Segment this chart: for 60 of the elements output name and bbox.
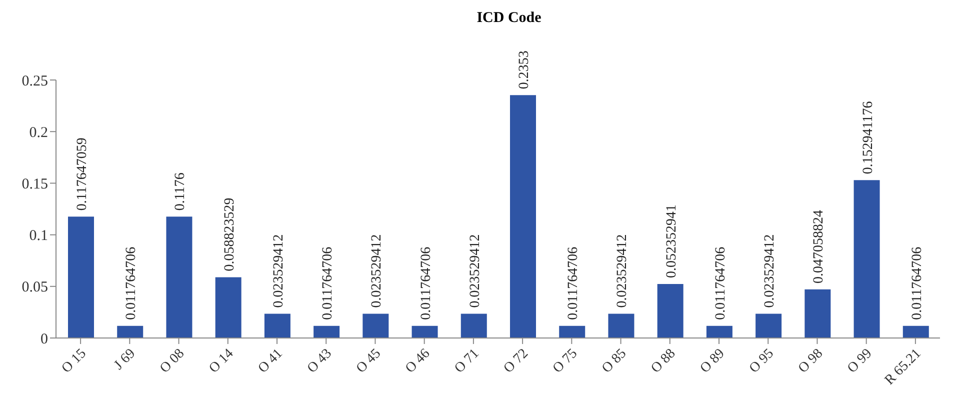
data-label: 0.023529412 [762,234,778,308]
bar [657,284,684,338]
data-label: 0.058823529 [222,198,238,272]
bar [264,314,290,338]
x-tick-label: O 75 [550,346,580,376]
bar [559,326,586,338]
x-tick-label: O 88 [648,346,679,376]
data-label: 0.152941176 [860,101,876,174]
bar [706,326,732,338]
x-tick-label: J 69 [112,346,138,374]
chart-title: ICD Code [476,9,542,28]
x-tick-label: O 99 [845,346,876,376]
bar [215,277,242,338]
data-label: 0.1176 [173,172,188,211]
data-label: 0.011764706 [124,246,140,320]
x-tick-label: O 71 [452,346,482,376]
data-label: 0.011764706 [910,246,925,320]
bar [460,314,487,338]
data-label: 0.052352941 [664,204,680,278]
bar [756,314,782,338]
x-tick-label: O 14 [206,346,237,376]
bar [902,326,929,338]
bar [362,314,389,338]
x-tick-label: O 95 [746,346,777,376]
bar [854,180,880,338]
data-label: 0.117647059 [75,138,90,211]
x-tick-label: O 46 [403,346,434,376]
y-tick-label: 0.1 [29,228,48,244]
y-tick-label: 0.15 [22,176,48,193]
bar [117,326,144,338]
x-tick-label: O 98 [796,346,826,376]
data-label: 0.023529412 [468,234,483,308]
data-label: 0.023529412 [271,234,286,308]
x-tick-label: O 15 [59,346,90,376]
bar [510,95,536,338]
x-tick-label: O 41 [256,346,286,376]
x-tick-label: O 08 [157,346,188,376]
bar [608,314,634,338]
bar [166,216,192,338]
x-tick-label: O 43 [304,346,335,376]
bar [412,326,438,338]
x-tick-label: O 45 [354,346,384,376]
data-label: 0.011764706 [418,246,434,320]
x-tick-label: O 72 [501,346,532,376]
x-tick-label: O 85 [599,346,630,376]
y-tick-label: 0.2 [29,124,48,141]
data-label: 0.011764706 [320,246,336,320]
data-label: 0.023529412 [615,234,630,308]
data-label: 0.011764706 [713,246,728,320]
data-label: 0.047058824 [812,210,827,284]
y-tick-label: 0.05 [22,280,48,296]
bar [68,216,94,338]
bar [314,326,340,338]
data-label: 0.2353 [517,50,532,90]
y-tick-label: 0.25 [22,73,48,90]
x-tick-label: O 89 [698,346,728,376]
bar [804,289,831,338]
data-label: 0.011764706 [566,246,582,320]
data-label: 0.023529412 [370,234,385,308]
y-tick-label: 0 [40,331,48,348]
